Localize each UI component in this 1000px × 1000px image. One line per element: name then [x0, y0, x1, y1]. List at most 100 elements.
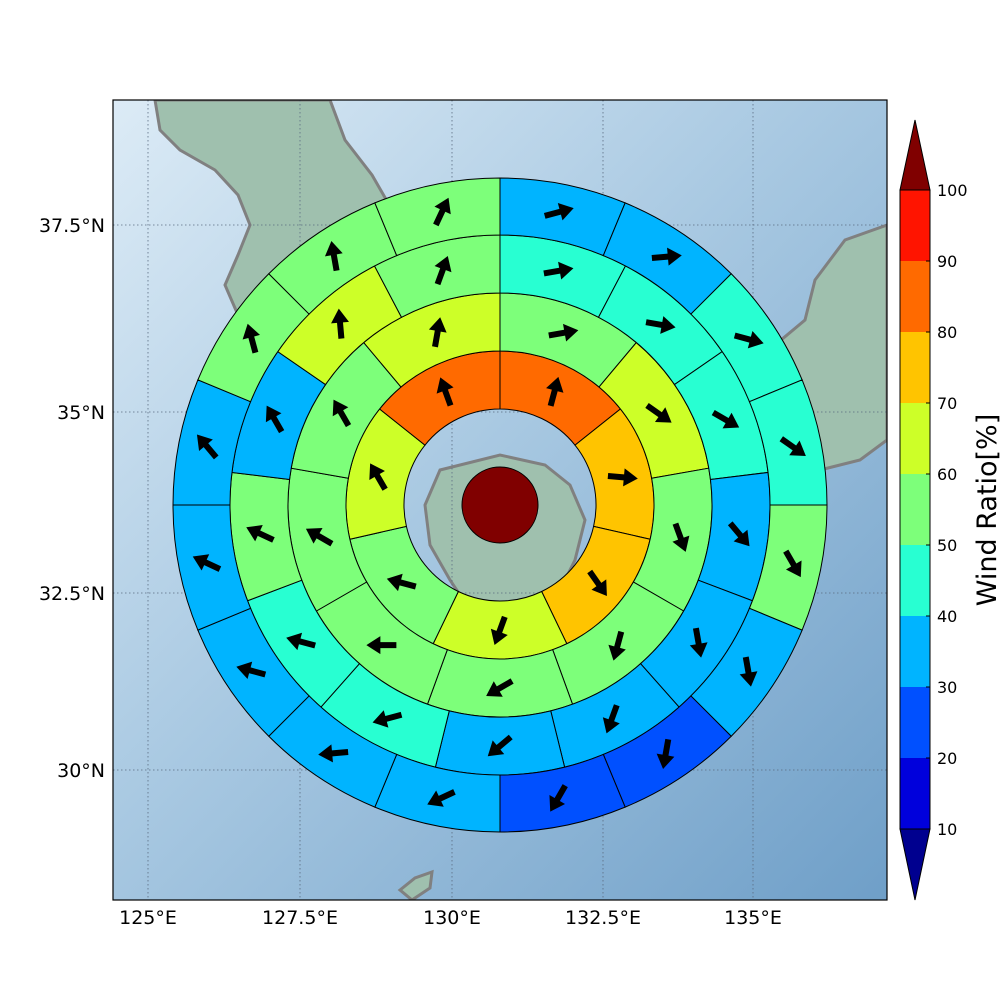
colorbar-band — [900, 190, 930, 261]
wind-arrow — [369, 463, 388, 491]
map-area — [0, 0, 887, 900]
wind-arrow — [386, 573, 417, 592]
center-cell — [461, 466, 539, 544]
wind-arrow — [0, 0, 9, 14]
colorbar-tick-label: 100 — [937, 181, 968, 200]
wind-arrow — [548, 323, 579, 342]
wind-arrow — [332, 399, 352, 428]
wind-arrow — [0, 0, 9, 14]
wind-ratio-sectors — [172, 177, 828, 833]
wind-arrow — [543, 203, 574, 221]
wind-arrow — [236, 661, 267, 680]
colorbar: 10 20 30 40 50 60 70 80 90 100 — [899, 119, 968, 901]
lon-tick-label: 125°E — [119, 907, 177, 929]
wind-arrow — [487, 734, 513, 757]
colorbar-band — [900, 616, 930, 687]
wind-arrow — [651, 247, 682, 266]
wind-arrow — [543, 261, 574, 280]
wind-arrow — [739, 656, 758, 687]
wind-arrow — [490, 615, 508, 646]
colorbar-tick-label: 20 — [937, 749, 957, 768]
colorbar-band — [900, 332, 930, 403]
wind-arrow — [0, 0, 9, 14]
wind-arrow — [0, 0, 9, 14]
wind-arrow — [331, 308, 349, 339]
colorbar-under-extension — [899, 828, 931, 901]
wind-arrow — [286, 632, 316, 651]
wind-arrow — [0, 0, 9, 14]
colorbar-tick-label: 80 — [937, 323, 957, 342]
colorbar-tick-label: 30 — [937, 678, 957, 697]
wind-arrow — [318, 744, 349, 763]
wind-arrow — [427, 789, 456, 807]
wind-arrow — [0, 0, 9, 14]
lat-tick-label: 37.5°N — [39, 215, 105, 237]
wind-arrows — [0, 0, 806, 812]
wind-arrow — [192, 554, 222, 572]
colorbar-frame — [899, 189, 931, 830]
wind-arrow — [672, 522, 690, 552]
wind-arrow — [246, 525, 275, 543]
wind-arrow — [689, 627, 708, 658]
lon-tick-label: 135°E — [724, 907, 782, 929]
wind-arrow — [0, 0, 9, 14]
wind-arrow — [305, 527, 334, 547]
wind-arrow — [265, 405, 285, 434]
colorbar-title: Wind Ratio[%] — [972, 414, 1000, 606]
colorbar-over-extension — [899, 119, 931, 191]
colorbar-tick-label: 70 — [937, 394, 957, 413]
colorbar-tick-label: 90 — [937, 252, 957, 271]
wind-arrow — [587, 569, 607, 597]
wind-arrow — [607, 468, 638, 487]
wind-arrow — [486, 678, 514, 697]
latitude-axis: 37.5°N 35°N 32.5°N 30°N — [39, 215, 105, 782]
wind-arrow — [372, 710, 403, 728]
wind-arrow — [0, 0, 9, 14]
colorbar-band — [900, 687, 930, 758]
wind-arrow — [0, 0, 9, 14]
wind-arrow — [779, 436, 806, 456]
lon-tick-label: 130°E — [423, 907, 481, 929]
wind-arrow — [0, 0, 9, 14]
colorbar-tick-label: 40 — [937, 607, 957, 626]
wind-arrow — [324, 241, 343, 272]
wind-arrow — [0, 0, 9, 14]
wind-arrow — [0, 0, 9, 14]
wind-arrow — [727, 521, 750, 547]
wind-arrow — [436, 377, 454, 407]
wind-arrow — [711, 409, 740, 429]
wind-arrow — [733, 330, 764, 349]
wind-arrow — [0, 0, 9, 14]
southern-islands — [397, 869, 434, 900]
wind-arrow — [0, 0, 9, 14]
colorbar-tick-label: 60 — [937, 465, 957, 484]
longitude-axis: 125°E 127.5°E 130°E 132.5°E 135°E — [119, 907, 782, 929]
wind-arrow — [546, 376, 564, 407]
wind-arrow — [434, 255, 452, 286]
wind-arrow — [0, 0, 9, 14]
wind-arrow — [602, 704, 620, 734]
colorbar-band — [900, 758, 930, 829]
wind-arrow — [645, 403, 672, 423]
colorbar-band — [900, 545, 930, 616]
wind-arrow — [608, 630, 626, 661]
wind-arrow — [428, 317, 447, 348]
colorbar-band — [900, 403, 930, 474]
wind-arrow — [366, 636, 397, 655]
wind-arrow — [0, 0, 9, 14]
colorbar-band — [900, 474, 930, 545]
wind-arrow — [549, 784, 568, 812]
lat-tick-label: 32.5°N — [39, 583, 105, 605]
wind-arrow — [0, 0, 9, 14]
colorbar-tick-label: 10 — [937, 820, 957, 839]
wind-arrow — [242, 323, 260, 354]
wind-arrow — [433, 197, 451, 227]
colorbar-tick-label: 50 — [937, 536, 957, 555]
wind-arrow — [0, 0, 9, 14]
wind-arrow — [196, 434, 219, 460]
map-frame — [112, 99, 888, 901]
colorbar-band — [900, 261, 930, 332]
wind-arrow — [645, 316, 676, 334]
wind-sector — [426, 649, 574, 718]
